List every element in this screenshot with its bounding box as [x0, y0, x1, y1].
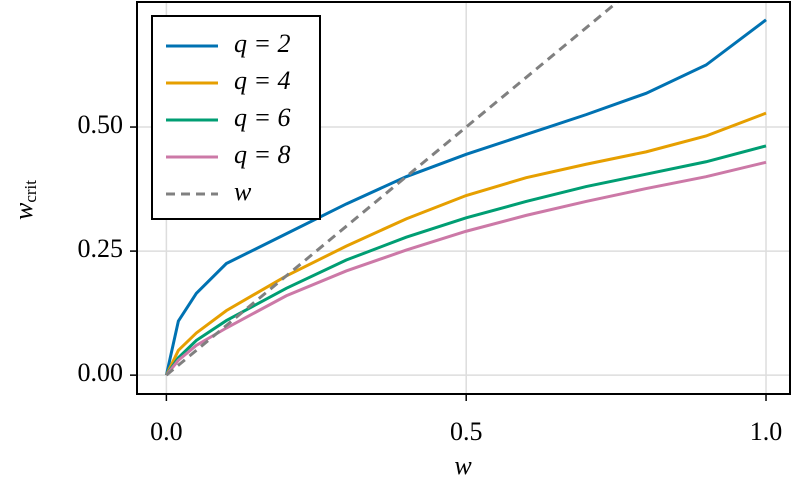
plot-lines — [164, 2, 767, 377]
y-axis-label-sub: crit — [21, 180, 40, 203]
y-tick-label: 0.25 — [78, 234, 124, 263]
x-tick-label: 0.0 — [150, 417, 183, 446]
legend-box — [151, 15, 321, 220]
legend-label: q = 2 — [234, 29, 291, 58]
series-line — [165, 111, 767, 376]
series-line — [164, 18, 767, 376]
series-line — [165, 144, 767, 376]
legend-label: q = 6 — [234, 103, 291, 132]
plot-frame — [136, 1, 791, 395]
y-tick-label: 0.50 — [78, 110, 124, 139]
y-axis-label: wcrit — [9, 180, 40, 220]
series-line — [165, 160, 767, 377]
y-tick-label: 0.00 — [78, 358, 124, 387]
legend-label: q = 8 — [234, 140, 291, 169]
legend-label: w — [234, 177, 252, 206]
y-axis-label-main: w — [9, 202, 38, 220]
x-axis-label: w — [454, 451, 472, 480]
legend-label: q = 4 — [234, 66, 291, 95]
series-line — [165, 2, 620, 377]
x-tick-label: 1.0 — [750, 417, 783, 446]
x-tick-label: 0.5 — [450, 417, 483, 446]
